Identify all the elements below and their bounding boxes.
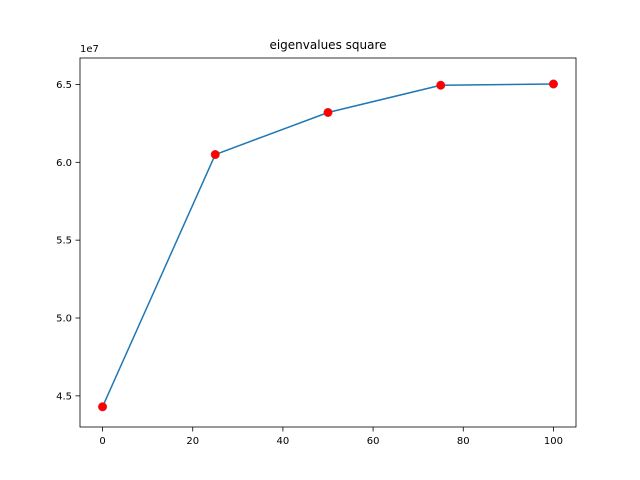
y-tick-label: 5.5 — [56, 236, 72, 247]
y-tick-label: 6.5 — [56, 80, 72, 91]
y-tick-label: 6.0 — [56, 158, 72, 169]
x-tick-label: 60 — [367, 436, 380, 447]
x-tick-label: 20 — [186, 436, 199, 447]
plot-area — [98, 79, 558, 412]
x-tick-label: 40 — [277, 436, 290, 447]
data-point — [436, 80, 446, 90]
axes-frame — [79, 57, 577, 428]
x-tick-label: 100 — [544, 436, 563, 447]
axes: 0 20 40 60 80 100 4.5 5.0 5.5 6.0 6.5 — [56, 57, 577, 447]
y-tick-label: 5.0 — [56, 314, 72, 325]
chart-title: eigenvalues square — [269, 38, 386, 52]
x-tick-label: 80 — [457, 436, 470, 447]
x-tick-label: 0 — [99, 436, 105, 447]
data-point — [210, 150, 220, 160]
data-point — [323, 107, 333, 117]
data-point — [98, 402, 108, 412]
y-tick-label: 4.5 — [56, 391, 72, 402]
data-point — [548, 79, 558, 89]
y-offset-label: 1e7 — [80, 44, 99, 55]
